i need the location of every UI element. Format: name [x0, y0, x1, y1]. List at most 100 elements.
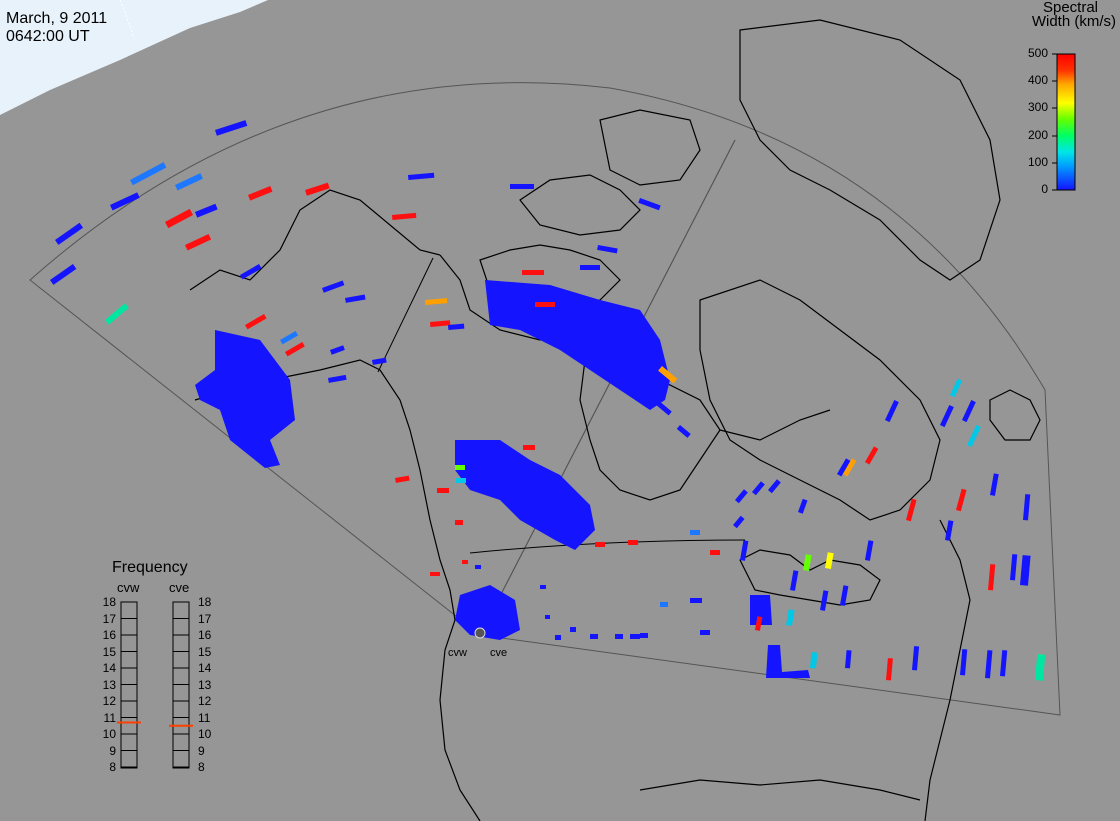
- echo-patch: [750, 595, 772, 625]
- echo-segment: [540, 585, 546, 589]
- frequency-scale-label: 15: [198, 644, 212, 659]
- echo-segment: [570, 627, 576, 632]
- echo-segment: [165, 208, 194, 229]
- echo-segment: [999, 650, 1008, 677]
- frequency-scale-label: 8: [198, 760, 205, 774]
- echo-segment: [105, 303, 129, 325]
- echo-segment: [322, 280, 345, 293]
- echo-segment: [430, 320, 451, 327]
- echo-segment: [214, 120, 248, 136]
- colorbar-gradient: [1056, 53, 1076, 191]
- radar-echoes: [50, 120, 1046, 681]
- echo-segment: [522, 270, 544, 275]
- echo-segment: [555, 635, 561, 640]
- echo-segment: [912, 646, 920, 671]
- frequency-title: Frequency: [112, 559, 188, 576]
- echo-segment: [1034, 654, 1046, 681]
- echo-segment: [330, 345, 345, 355]
- frequency-scale-label: 11: [103, 710, 116, 725]
- echo-segment: [710, 550, 720, 555]
- echo-segment: [280, 330, 299, 345]
- fov-divider-line-2: [479, 139, 736, 636]
- echo-segment: [50, 263, 77, 285]
- echo-segment: [448, 323, 465, 330]
- echo-segment: [590, 634, 598, 639]
- frequency-scale-label: 15: [102, 644, 116, 659]
- echo-segment: [240, 264, 262, 280]
- time-label: 0642:00 UT: [6, 28, 90, 45]
- echo-segment: [967, 425, 981, 448]
- echo-segment: [437, 488, 449, 493]
- frequency-radar-label: cvw: [117, 580, 140, 595]
- echo-segment: [475, 565, 481, 569]
- echo-segment: [962, 400, 976, 423]
- echo-segment: [865, 446, 879, 465]
- echo-segment: [786, 609, 795, 627]
- echo-segment: [654, 399, 672, 416]
- echo-segment: [638, 197, 661, 211]
- frequency-scale-label: 13: [102, 677, 116, 692]
- echo-segment: [985, 650, 993, 679]
- echo-patch: [455, 585, 520, 640]
- echo-segment: [1020, 555, 1031, 586]
- frequency-scale-label: 9: [109, 743, 116, 758]
- frequency-scale-label: 10: [102, 727, 116, 741]
- frequency-radar-label: cve: [169, 580, 190, 595]
- echo-segment: [945, 520, 954, 541]
- echo-segment: [372, 357, 387, 365]
- echo-segment: [175, 173, 203, 191]
- echo-segment: [798, 498, 808, 514]
- echo-segment: [660, 602, 668, 607]
- echo-segment: [885, 658, 893, 681]
- echo-segment: [819, 590, 829, 611]
- radar-site-marker: [474, 627, 486, 639]
- echo-segment: [580, 265, 600, 270]
- echo-segment: [185, 234, 212, 251]
- echo-segment: [244, 313, 267, 330]
- coastlines: [189, 19, 1041, 821]
- echo-segment: [305, 182, 330, 196]
- echo-patch: [766, 645, 810, 678]
- frequency-scale-label: 14: [102, 661, 116, 675]
- frequency-scale-label: 16: [198, 628, 212, 642]
- echo-segment: [490, 482, 502, 487]
- echo-segment: [615, 634, 623, 639]
- echo-segment: [462, 560, 468, 564]
- echo-segment: [55, 222, 84, 245]
- echo-segment: [130, 162, 167, 186]
- echo-segment: [676, 425, 691, 438]
- colorbar-tick-label: 200: [1027, 128, 1048, 142]
- echo-segment: [690, 598, 702, 603]
- echo-segment: [595, 542, 605, 547]
- echo-segment: [768, 479, 781, 494]
- echo-segment: [345, 294, 366, 303]
- echo-segment: [523, 445, 535, 450]
- frequency-scale-label: 8: [109, 760, 116, 774]
- frequency-scale-label: 16: [102, 628, 116, 642]
- echo-segment: [1009, 554, 1018, 581]
- echo-segment: [408, 172, 435, 180]
- echo-segment: [109, 192, 140, 211]
- echo-segment: [940, 405, 954, 428]
- daylight-region: [0, 0, 268, 115]
- frequency-scale-label: 17: [102, 611, 116, 626]
- colorbar-tick-label: 0: [1041, 182, 1048, 196]
- echo-segment: [755, 616, 763, 631]
- terminator-line: [119, 0, 135, 39]
- echo-segment: [802, 554, 812, 572]
- echo-segment: [810, 652, 818, 669]
- echo-segment: [837, 458, 851, 477]
- echo-segment: [628, 540, 638, 545]
- colorbar-title-line2: Width (km/s): [1031, 13, 1116, 30]
- frequency-scale-label: 9: [198, 743, 205, 758]
- echo-segment: [1023, 494, 1031, 521]
- echo-segment: [392, 212, 417, 220]
- colorbar-tick-label: 400: [1027, 73, 1048, 87]
- echo-segment: [864, 540, 874, 561]
- echo-segment: [735, 489, 748, 504]
- date-label: March, 9 2011: [6, 10, 108, 27]
- echo-segment: [247, 186, 273, 201]
- echo-segment: [825, 552, 834, 570]
- echo-segment: [630, 634, 640, 639]
